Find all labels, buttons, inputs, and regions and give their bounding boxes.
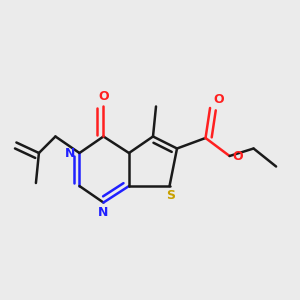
Text: O: O [98,91,109,103]
Text: O: O [232,149,243,163]
Text: N: N [64,146,75,160]
Text: N: N [98,206,109,219]
Text: S: S [167,189,176,202]
Text: O: O [213,93,224,106]
